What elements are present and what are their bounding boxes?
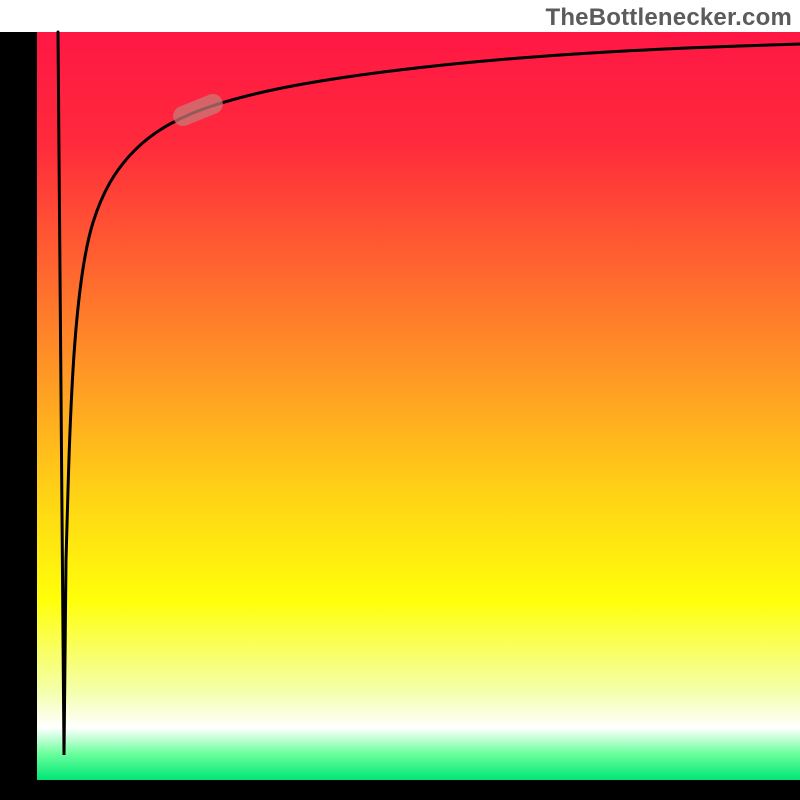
plot-gradient xyxy=(37,32,800,780)
frame-bottom xyxy=(0,780,800,800)
chart-svg xyxy=(0,0,800,800)
frame-left xyxy=(0,32,37,800)
chart-canvas: TheBottlenecker.com xyxy=(0,0,800,800)
watermark-text: TheBottlenecker.com xyxy=(545,4,792,32)
